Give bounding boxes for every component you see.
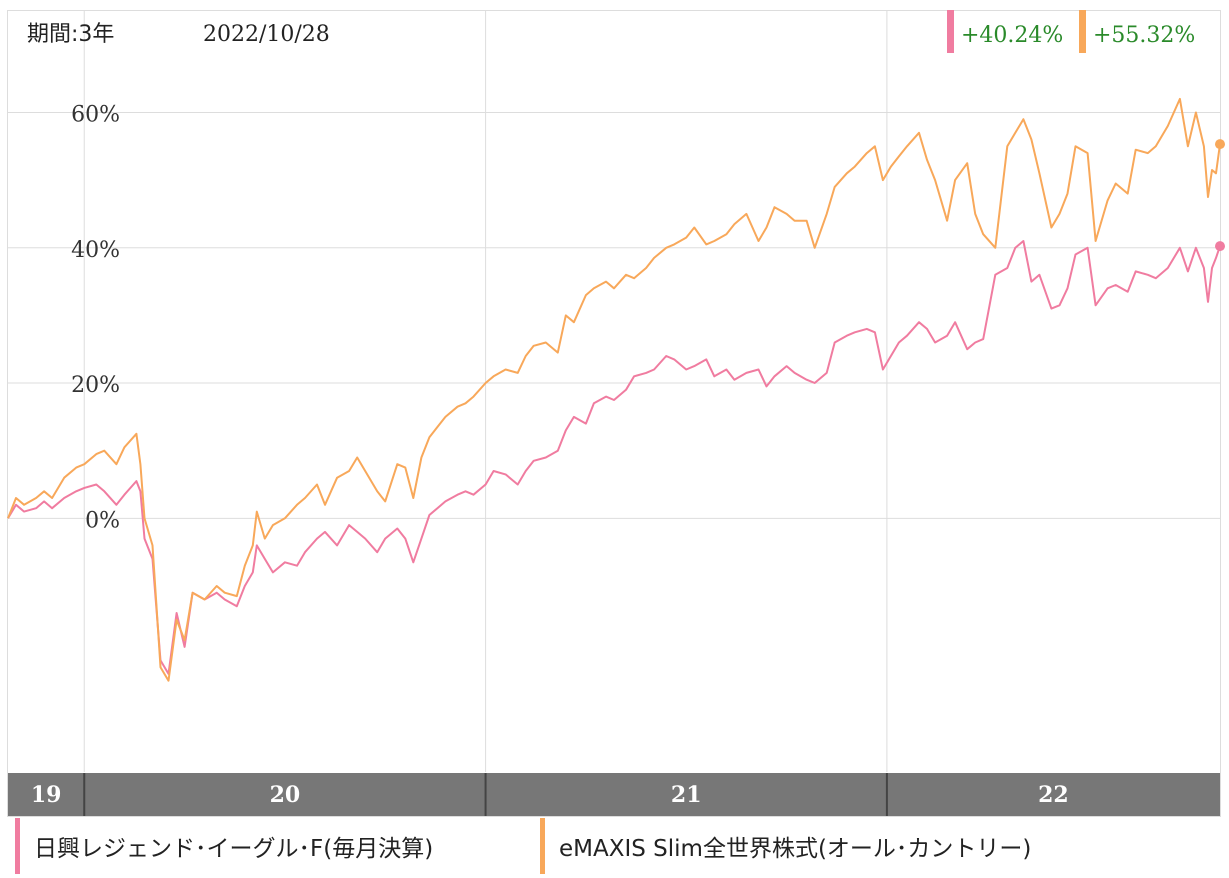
change-value-1: +55.32% xyxy=(1093,23,1195,48)
date-label: 2022/10/28 xyxy=(203,22,330,47)
change-value-0: +40.24% xyxy=(961,23,1063,48)
legend-item-emaxis: eMAXIS Slim全世界株式(オール･カントリー) xyxy=(540,818,1031,874)
series-endpoint-0 xyxy=(1215,241,1225,252)
y-tick-label: 60% xyxy=(71,102,120,127)
chart-header: 期間:3年 2022/10/28 xyxy=(27,22,330,47)
x-tick-label: 19 xyxy=(31,782,62,808)
y-tick-label: 0% xyxy=(85,508,120,533)
x-axis-year-bar: 19 20 21 22 xyxy=(8,773,1220,816)
chart-frame xyxy=(7,10,1221,817)
y-tick-label: 40% xyxy=(71,238,120,263)
change-indicators: +40.24% +55.32% xyxy=(947,10,1195,53)
legend-swatch-pink xyxy=(15,818,20,874)
change-swatch-0 xyxy=(947,10,954,53)
period-label: 期間:3年 xyxy=(27,22,114,47)
series-line-1 xyxy=(7,97,1221,682)
x-tick-label: 22 xyxy=(1038,782,1069,808)
series-endpoint-1 xyxy=(1215,139,1225,150)
change-swatch-1 xyxy=(1079,10,1086,53)
y-tick-label: 20% xyxy=(71,373,120,398)
legend-label-nikko: 日興レジェンド･イーグル･F(毎月決算) xyxy=(34,836,434,862)
legend-label-emaxis: eMAXIS Slim全世界株式(オール･カントリー) xyxy=(559,836,1032,862)
x-axis-bar xyxy=(8,773,1220,816)
x-tick-label: 21 xyxy=(671,782,702,808)
gridlines xyxy=(8,11,1220,772)
series-lines xyxy=(7,97,1225,682)
y-axis-labels: 60% 40% 20% 0% xyxy=(71,102,120,533)
legend-item-nikko: 日興レジェンド･イーグル･F(毎月決算) xyxy=(15,818,433,874)
x-tick-label: 20 xyxy=(270,782,301,808)
legend-swatch-orange xyxy=(540,818,545,874)
